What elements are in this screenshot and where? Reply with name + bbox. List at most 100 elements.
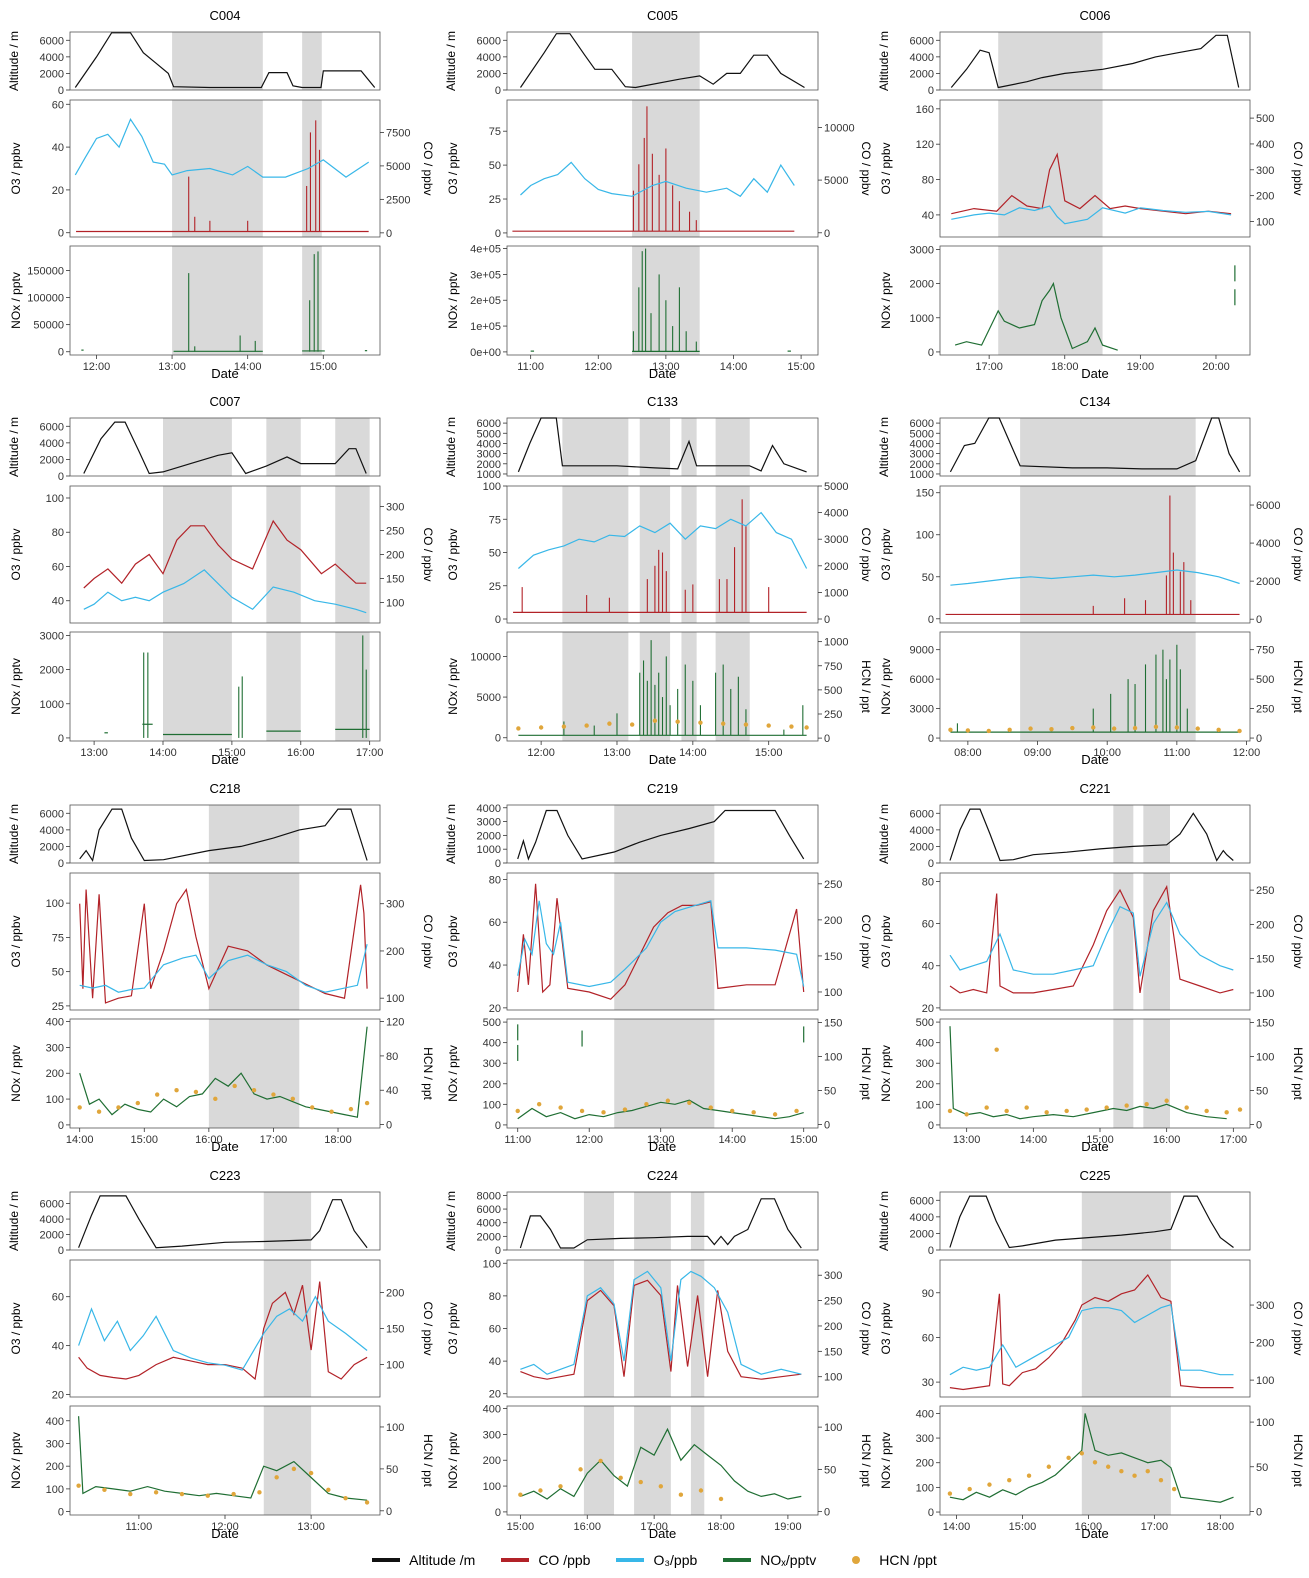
right-y-tick-label: 100 bbox=[824, 1051, 842, 1063]
x-axis-label: Date bbox=[211, 1139, 238, 1154]
x-axis-label: Date bbox=[1081, 1139, 1108, 1154]
hcn-point bbox=[730, 1108, 735, 1114]
y-axis-label: Altitude / m bbox=[7, 417, 21, 477]
shaded-period bbox=[681, 418, 697, 476]
y-axis-label: Altitude / m bbox=[444, 1191, 458, 1251]
y-tick-label: 0 bbox=[928, 85, 934, 97]
x-tick-label: 17:00 bbox=[975, 361, 1003, 373]
hcn-point bbox=[987, 1482, 992, 1487]
right-y-tick-label: 750 bbox=[824, 661, 842, 673]
x-tick-label: 17:00 bbox=[356, 747, 384, 759]
y-tick-label: 100 bbox=[483, 1099, 501, 1111]
hcn-point bbox=[967, 1486, 972, 1492]
shaded-period bbox=[302, 246, 322, 355]
y-tick-label: 6000 bbox=[910, 1195, 934, 1207]
subplot-nox: 0 100 200 300 400 NOx / pptv 0 50 100 HCN / ppt 14… bbox=[879, 1405, 1305, 1533]
plot-frame bbox=[69, 1259, 381, 1398]
right-y-tick-label: 6000 bbox=[1256, 500, 1280, 512]
hcn-point bbox=[205, 1493, 210, 1498]
x-tick-label: 16:00 bbox=[573, 1521, 601, 1533]
hcn-point bbox=[947, 1491, 953, 1496]
right-y-tick-label: 50 bbox=[386, 1464, 398, 1476]
altitude-line bbox=[949, 417, 1241, 473]
y-axis-label: O3 / ppbv bbox=[879, 915, 893, 967]
hcn-point bbox=[1164, 1098, 1169, 1103]
subplot-nox: 0 100 200 300 400 NOx / pptv 0 40 80 120 HCN / ppt… bbox=[9, 1017, 435, 1146]
y-tick-label: 4000 bbox=[477, 803, 501, 815]
x-tick-label: 10:00 bbox=[1093, 747, 1121, 759]
y-tick-label: 50 bbox=[489, 160, 501, 172]
right-y-tick-label: 300 bbox=[386, 899, 404, 911]
y-tick-label: 1000 bbox=[910, 313, 934, 325]
o3-line bbox=[78, 1295, 368, 1371]
y-tick-label: 100 bbox=[916, 1482, 934, 1494]
right-y-tick-label: 200 bbox=[1256, 919, 1274, 931]
x-tick-label: 12:00 bbox=[211, 1521, 239, 1533]
shaded-period bbox=[335, 418, 370, 476]
right-y-tick-label: 100 bbox=[386, 1422, 404, 1434]
y-tick-label: 0 bbox=[495, 1120, 501, 1132]
y-tick-label: 200 bbox=[483, 1455, 501, 1467]
y-axis-label: NOx / pptv bbox=[879, 1045, 893, 1102]
right-y-tick-label: 200 bbox=[824, 1321, 842, 1333]
x-tick-label: 14:00 bbox=[1020, 1134, 1048, 1146]
y-tick-label: 40 bbox=[489, 1356, 501, 1368]
hcn-point bbox=[720, 721, 726, 726]
hcn-point bbox=[1007, 1477, 1012, 1483]
y-tick-label: 0e+00 bbox=[470, 347, 501, 359]
altitude-line bbox=[517, 809, 805, 861]
x-tick-label: 16:00 bbox=[195, 1134, 223, 1146]
y-tick-label: 200 bbox=[46, 1461, 64, 1473]
x-tick-label: 16:00 bbox=[1075, 1521, 1103, 1533]
subplot-o3: 20 40 60 80 100 O3 / ppbv 100 150 200 250 300 CO / … bbox=[446, 1258, 873, 1400]
right-y-tick-label: 0 bbox=[386, 1120, 392, 1132]
y-tick-label: 5000 bbox=[477, 428, 501, 440]
y-tick-label: 100 bbox=[483, 481, 501, 493]
right-y-tick-label: 150 bbox=[386, 1324, 404, 1336]
shaded-period bbox=[562, 486, 629, 623]
hcn-point bbox=[1028, 726, 1033, 731]
shaded-period bbox=[163, 632, 232, 741]
right-y-tick-label: 400 bbox=[1256, 139, 1274, 151]
shaded-period bbox=[263, 1406, 312, 1515]
chart-title: C134 bbox=[1079, 394, 1110, 409]
x-tick-label: 18:00 bbox=[324, 1134, 352, 1146]
y-tick-label: 3000 bbox=[477, 817, 501, 829]
nox-line bbox=[78, 1416, 368, 1501]
y-tick-label: 6000 bbox=[477, 35, 501, 47]
hcn-point bbox=[986, 728, 991, 734]
shaded-period bbox=[614, 1019, 715, 1128]
hcn-point bbox=[601, 1110, 606, 1115]
hcn-point bbox=[364, 1500, 370, 1505]
x-tick-label: 14:00 bbox=[234, 361, 262, 373]
right-y-tick-label: 0 bbox=[1256, 614, 1262, 626]
right-y-tick-label: 3000 bbox=[824, 534, 848, 546]
y-tick-label: 6000 bbox=[910, 674, 934, 686]
x-tick-label: 17:00 bbox=[1220, 1134, 1248, 1146]
plot-frame bbox=[506, 417, 819, 477]
subplot-o3: 0 20 40 60 O3 / ppbv 0 2500 5000 7500 CO / ppbv bbox=[9, 99, 435, 240]
shaded-period bbox=[266, 632, 301, 741]
subplot-altitude: 0 2000 4000 6000 Altitude / m bbox=[444, 31, 819, 97]
y-tick-label: 2000 bbox=[477, 459, 501, 471]
subplot-nox: 0 1000 2000 3000 NOx / pptv 17:00 18:00 19:00 20… bbox=[879, 244, 1251, 373]
hcn-point bbox=[291, 1466, 297, 1472]
right-y-axis-label: CO / ppbv bbox=[859, 527, 873, 581]
x-tick-label: 13:00 bbox=[652, 361, 680, 373]
shaded-period bbox=[1113, 873, 1134, 1010]
y-tick-label: 300 bbox=[46, 1042, 64, 1054]
x-tick-label: 13:00 bbox=[647, 1134, 675, 1146]
y-axis-label: O3 / ppbv bbox=[879, 142, 893, 194]
subplot-nox: 0 5000 10000 NOx / pptv 0 250 500 750 1000 HCN / … bbox=[446, 631, 873, 759]
hcn-point bbox=[1044, 1110, 1049, 1115]
y-tick-label: 0 bbox=[928, 733, 934, 745]
legend-hcn-label: HCN /ppt bbox=[879, 1552, 937, 1568]
hcn-point bbox=[1049, 727, 1054, 732]
hcn-point bbox=[308, 1470, 314, 1476]
